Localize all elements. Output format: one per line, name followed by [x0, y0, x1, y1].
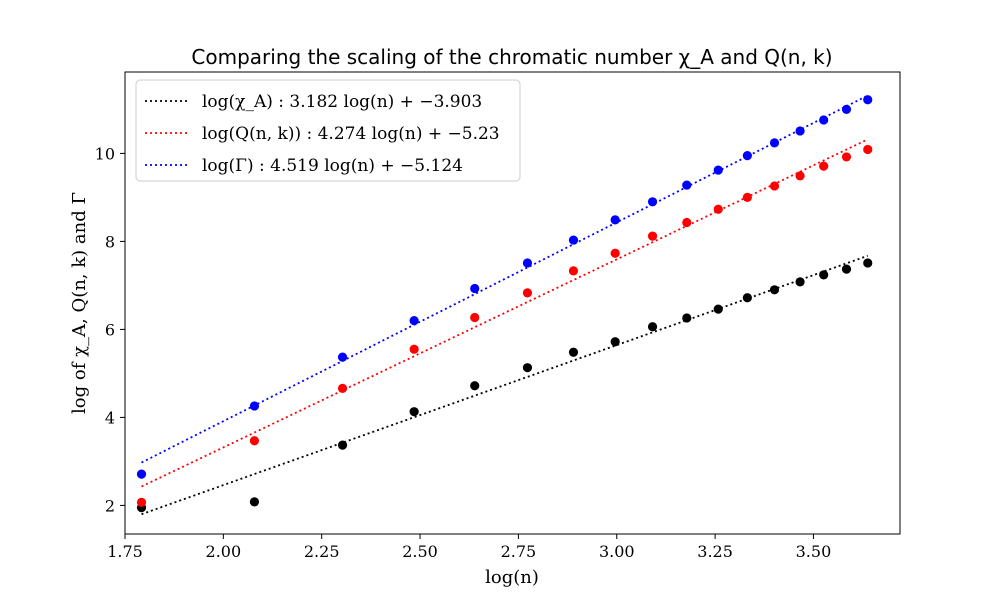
- data-point-chi_a: [249, 497, 260, 507]
- data-point-q: [647, 231, 658, 241]
- data-point-gamma: [136, 469, 147, 479]
- data-point-q: [610, 248, 620, 258]
- legend-box: [135, 79, 521, 182]
- data-point-gamma: [769, 138, 780, 148]
- x-tick-label: 2.50: [402, 542, 438, 561]
- data-point-q: [769, 181, 780, 191]
- data-point-gamma: [610, 215, 620, 225]
- data-point-q: [713, 204, 723, 214]
- data-point-gamma: [795, 126, 805, 136]
- data-point-q: [568, 266, 579, 276]
- x-tick-label: 2.75: [501, 542, 537, 561]
- legend: log(χ_A) : 3.182 log(n) + −3.903 log(Q(n,…: [135, 79, 521, 182]
- data-point-chi_a: [409, 407, 419, 417]
- plot-frame: [124, 71, 901, 535]
- data-point-gamma: [249, 401, 260, 411]
- data-point-q: [742, 192, 752, 202]
- data-point-gamma: [841, 104, 852, 114]
- fit-line-chi_a: [141, 254, 869, 516]
- legend-label: log(Γ) : 4.519 log(n) + −5.124: [202, 156, 463, 176]
- data-point-chi_a: [819, 270, 829, 280]
- data-point-q: [409, 344, 419, 354]
- data-point-gamma: [647, 197, 658, 207]
- data-point-q: [522, 288, 533, 298]
- data-point-gamma: [568, 235, 579, 245]
- fit-line-gamma: [141, 94, 869, 464]
- data-point-q: [819, 161, 829, 171]
- y-axis-label: log of χ_A, Q(n, k) and Γ: [69, 192, 90, 414]
- y-tick-label: 6: [105, 320, 115, 339]
- data-point-gamma: [409, 316, 419, 326]
- data-point-chi_a: [682, 313, 692, 323]
- y-tick-label: 8: [105, 232, 115, 251]
- data-point-gamma: [470, 283, 480, 294]
- data-point-chi_a: [795, 277, 805, 287]
- data-point-gamma: [682, 180, 692, 190]
- data-point-chi_a: [647, 322, 658, 332]
- data-point-q: [249, 436, 260, 446]
- data-point-q: [470, 312, 480, 323]
- data-point-gamma: [522, 258, 533, 268]
- x-tick-label: 3.50: [796, 542, 832, 561]
- x-axis-label: log(n): [485, 567, 539, 588]
- y-tick-label: 10: [95, 144, 115, 163]
- data-point-chi_a: [470, 381, 480, 391]
- data-point-chi_a: [522, 363, 533, 373]
- chart-title: Comparing the scaling of the chromatic n…: [191, 45, 832, 69]
- data-point-chi_a: [841, 264, 852, 274]
- y-tick-label: 2: [105, 496, 115, 515]
- legend-label: log(χ_A) : 3.182 log(n) + −3.903: [202, 92, 482, 112]
- data-point-chi_a: [610, 337, 620, 347]
- data-point-chi_a: [769, 285, 780, 295]
- data-point-chi_a: [863, 258, 873, 268]
- data-point-chi_a: [742, 293, 752, 303]
- x-tick-label: 2.25: [304, 542, 340, 561]
- data-point-chi_a: [337, 440, 348, 450]
- x-tick-label: 3.25: [697, 542, 733, 561]
- data-point-gamma: [337, 352, 348, 362]
- data-point-gamma: [819, 115, 829, 125]
- data-point-q: [337, 383, 348, 393]
- x-tick-label: 2.00: [206, 542, 242, 561]
- x-tick-label: 1.75: [107, 542, 143, 561]
- data-point-gamma: [863, 95, 873, 105]
- data-point-q: [863, 144, 873, 155]
- x-tick-label: 3.00: [599, 542, 635, 561]
- data-point-gamma: [713, 165, 723, 175]
- data-point-chi_a: [713, 304, 723, 314]
- data-point-q: [136, 497, 147, 507]
- legend-label: log(Q(n, k)) : 4.274 log(n) + −5.23: [202, 124, 500, 144]
- data-point-chi_a: [568, 347, 579, 357]
- data-point-q: [795, 171, 805, 181]
- data-point-q: [682, 217, 692, 228]
- data-point-q: [841, 152, 852, 162]
- data-point-gamma: [742, 151, 752, 161]
- y-tick-label: 4: [105, 408, 115, 427]
